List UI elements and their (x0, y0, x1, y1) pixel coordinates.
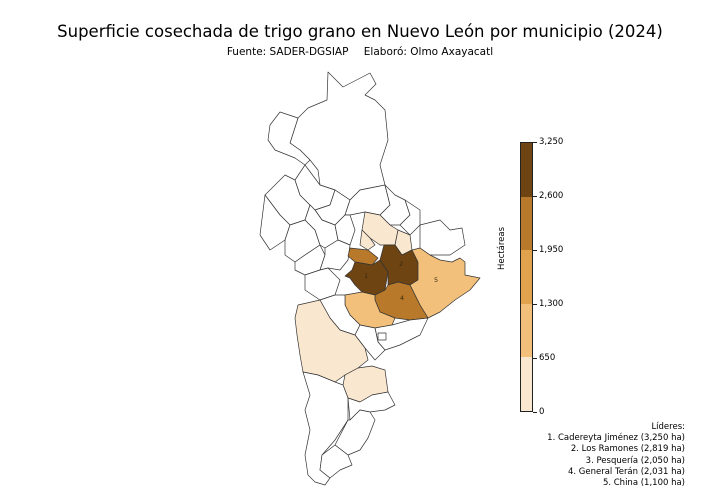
colorbar-tick: 0 (533, 407, 544, 417)
colorbar (520, 142, 533, 412)
colorbar-tick: 650 (533, 353, 555, 363)
colorbar-bin-1 (521, 357, 532, 411)
municipality (304, 267, 341, 301)
municipality (267, 111, 311, 166)
leader-item: 3. Pesquería (2,050 ha) (585, 455, 685, 466)
leader-item: 4. General Terán (2,031 ha) (567, 466, 685, 477)
author-text: Elaboró: Olmo Axayacatl (363, 46, 494, 58)
municipality (359, 229, 376, 251)
colorbar-tick: 1,950 (533, 245, 563, 255)
colorbar-bin-2 (521, 303, 532, 358)
map-label-4: 4 (400, 294, 404, 302)
chart-title: Superficie cosechada de trigo grano en N… (57, 22, 663, 41)
colorbar-label: Hectáreas (497, 226, 507, 270)
colorbar-bin-4 (521, 196, 532, 251)
colorbar-bin-3 (521, 250, 532, 304)
municipality (377, 332, 387, 341)
colorbar-bin-5 (521, 143, 532, 197)
municipality (419, 219, 466, 256)
leaders-legend: Líderes: 1. Cadereyta Jiménez (3,250 ha)… (547, 422, 685, 489)
colorbar-tick: 3,250 (533, 137, 563, 147)
municipality-china (409, 247, 481, 319)
leaders-heading: Líderes: (651, 422, 685, 432)
municipality-pesqueria (347, 247, 379, 266)
colorbar-tick: 2,600 (533, 191, 563, 201)
map-label-2: 2 (399, 260, 403, 268)
municipality (334, 409, 376, 456)
source-text: Fuente: SADER-DGSIAP (226, 46, 349, 58)
chart-subtitle: Fuente: SADER-DGSIAP Elaboró: Olmo Axaya… (0, 46, 720, 58)
colorbar-tick: 1,300 (533, 299, 563, 309)
map-label-5: 5 (434, 276, 438, 284)
leader-item: 2. Los Ramones (2,819 ha) (570, 444, 685, 455)
map-label-1: 1 (364, 272, 368, 280)
municipality (319, 239, 351, 271)
leader-item: 1. Cadereyta Jiménez (3,250 ha) (547, 433, 685, 444)
municipality (319, 444, 353, 479)
leader-item: 5. China (1,100 ha) (602, 478, 685, 489)
